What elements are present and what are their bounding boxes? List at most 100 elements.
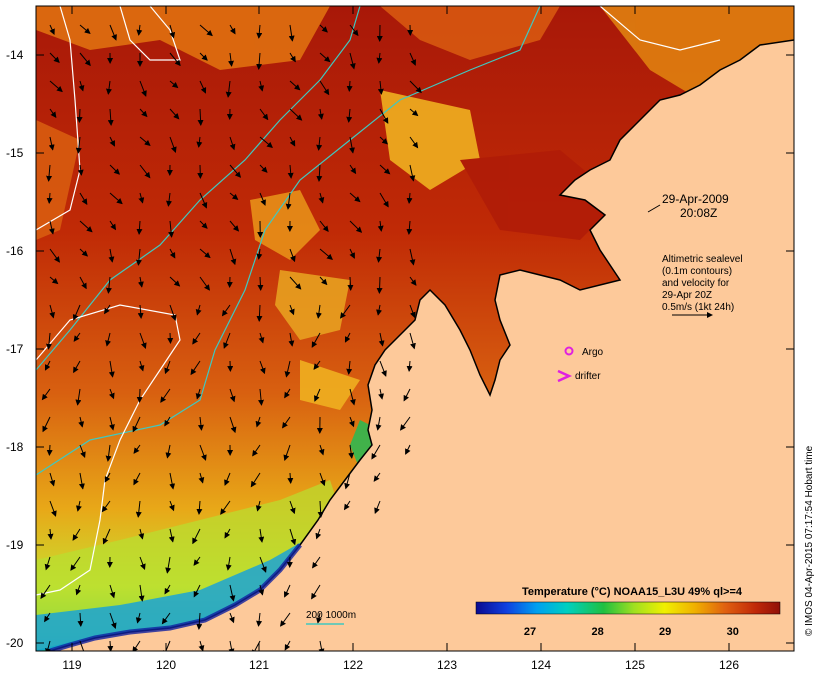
lat-label: -14 bbox=[6, 48, 24, 62]
velocity-arrow bbox=[75, 500, 82, 512]
velocity-arrow bbox=[403, 388, 411, 402]
velocity-arrow bbox=[220, 500, 231, 515]
velocity-arrow bbox=[289, 528, 297, 546]
velocity-arrow bbox=[195, 304, 202, 316]
velocity-arrow bbox=[139, 136, 151, 147]
velocity-arrow bbox=[229, 388, 236, 403]
velocity-arrow bbox=[104, 304, 111, 315]
velocity-arrow bbox=[77, 164, 84, 176]
velocity-arrow bbox=[160, 388, 171, 403]
velocity-arrow bbox=[49, 304, 55, 319]
argo-marker-icon bbox=[564, 346, 574, 356]
velocity-arrow bbox=[224, 528, 231, 539]
velocity-arrow bbox=[79, 276, 87, 290]
velocity-arrow bbox=[409, 304, 416, 319]
velocity-arrow bbox=[259, 556, 267, 573]
colorbar-tick-label: 29 bbox=[659, 626, 671, 638]
velocity-arrow bbox=[197, 108, 204, 126]
velocity-arrow bbox=[190, 360, 201, 376]
velocity-arrow bbox=[108, 416, 115, 431]
land-mass bbox=[50, 40, 794, 651]
velocity-arrow bbox=[255, 500, 262, 512]
velocity-arrow bbox=[349, 248, 355, 259]
velocity-arrow bbox=[72, 304, 81, 321]
velocity-arrow bbox=[318, 192, 325, 204]
velocity-arrow bbox=[133, 444, 141, 454]
velocity-arrow bbox=[284, 388, 291, 399]
velocity-arrow bbox=[70, 556, 81, 571]
velocity-arrow bbox=[198, 640, 205, 651]
drifter-marker-icon bbox=[557, 369, 573, 383]
velocity-arrow bbox=[168, 500, 175, 512]
sst-patches bbox=[36, 6, 794, 470]
velocity-arrow bbox=[229, 220, 240, 232]
velocity-arrow bbox=[378, 388, 384, 400]
velocity-arrow bbox=[101, 500, 111, 513]
isobath-200m bbox=[36, 6, 541, 476]
velocity-arrow bbox=[378, 332, 385, 347]
velocity-arrow bbox=[409, 276, 417, 286]
velocity-arrow bbox=[346, 80, 353, 92]
velocity-arrow bbox=[409, 136, 419, 149]
velocity-arrow bbox=[346, 360, 353, 375]
velocity-arrow bbox=[109, 612, 117, 630]
velocity-arrow bbox=[409, 248, 416, 266]
velocity-arrow bbox=[166, 192, 172, 207]
velocity-arrow bbox=[318, 640, 325, 651]
velocity-arrow bbox=[311, 332, 321, 348]
velocity-arrow bbox=[284, 360, 291, 378]
velocity-arrow bbox=[229, 164, 242, 178]
velocity-arrow bbox=[228, 612, 235, 624]
velocity-arrow bbox=[287, 472, 294, 484]
velocity-arrow bbox=[284, 640, 291, 651]
isobath-legend-label: 200 1000m bbox=[306, 610, 356, 621]
colorbar-tick-label: 27 bbox=[524, 626, 536, 638]
velocity-arrow bbox=[138, 192, 145, 204]
altimetry-line2: (0.1m contours) bbox=[662, 266, 732, 277]
velocity-arrow bbox=[312, 556, 321, 569]
velocity-arrow bbox=[169, 304, 177, 322]
velocity-arrow bbox=[198, 472, 205, 484]
velocity-arrow bbox=[282, 416, 291, 429]
argo-label: Argo bbox=[582, 347, 604, 358]
velocity-arrow bbox=[349, 192, 361, 203]
velocity-arrow bbox=[102, 528, 111, 545]
velocity-arrow bbox=[250, 472, 261, 488]
colorbar-ticks: 27 28 29 30 bbox=[524, 626, 739, 638]
velocity-arrow bbox=[283, 584, 291, 598]
velocity-arrow bbox=[44, 556, 51, 571]
velocity-arrow bbox=[258, 388, 265, 406]
latitude-axis: -14 -15 -16 -17 -18 -19 -20 bbox=[6, 48, 794, 650]
velocity-arrow bbox=[319, 472, 326, 487]
velocity-arrow bbox=[48, 220, 55, 235]
velocity-arrow bbox=[137, 276, 144, 288]
cold-water-band bbox=[36, 540, 305, 651]
lon-label: 126 bbox=[719, 658, 739, 672]
velocity-arrow bbox=[405, 444, 411, 455]
velocity-arrow bbox=[409, 332, 416, 350]
velocity-arrow bbox=[168, 528, 175, 543]
velocity-arrow bbox=[169, 248, 176, 259]
velocity-arrow bbox=[379, 192, 389, 208]
velocity-arrow bbox=[199, 80, 207, 94]
velocity-arrow bbox=[108, 360, 115, 378]
velocity-arrow bbox=[319, 80, 330, 96]
velocity-arrow bbox=[221, 304, 231, 317]
velocity-arrow bbox=[319, 24, 328, 33]
velocity-arrow bbox=[77, 612, 84, 627]
velocity-arrow bbox=[48, 136, 55, 151]
velocity-arrow bbox=[47, 528, 54, 540]
deep-blue-fringe bbox=[49, 543, 302, 651]
velocity-arrow bbox=[138, 584, 145, 602]
velocity-arrow bbox=[105, 444, 112, 462]
velocity-arrow bbox=[192, 332, 201, 345]
velocity-arrow bbox=[258, 332, 265, 344]
velocity-arrow bbox=[49, 52, 60, 64]
velocity-arrow bbox=[169, 80, 179, 89]
velocity-arrow bbox=[135, 500, 142, 518]
velocity-arrow bbox=[256, 24, 263, 39]
velocity-arrow bbox=[139, 108, 148, 118]
velocity-arrow bbox=[46, 164, 53, 182]
velocity-arrow bbox=[108, 248, 115, 263]
velocity-arrow bbox=[199, 220, 208, 229]
